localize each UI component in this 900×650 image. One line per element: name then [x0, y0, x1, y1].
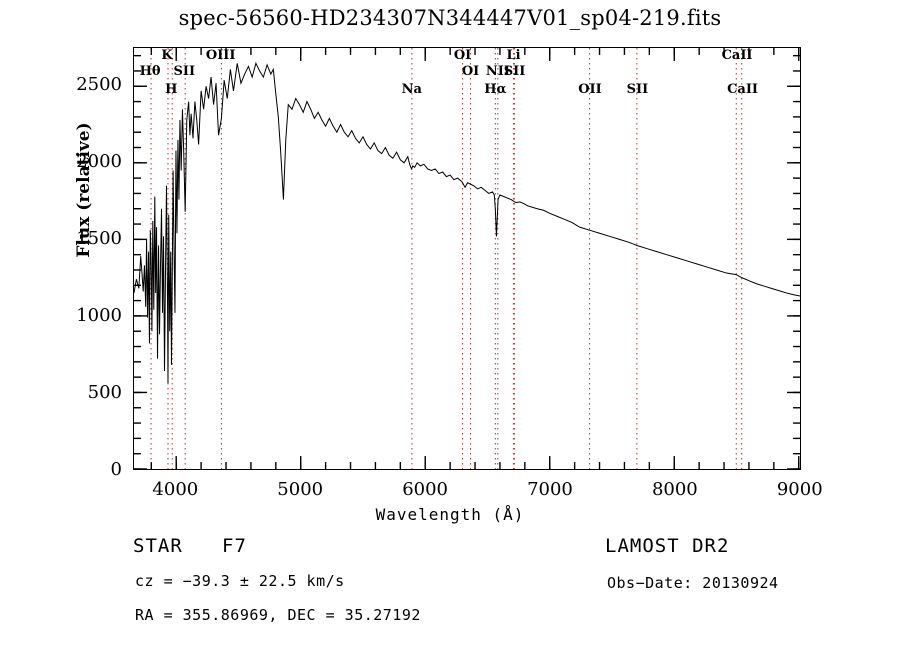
page-title: spec-56560-HD234307N344447V01_sp04-219.f…	[178, 6, 722, 30]
coordinates-label: RA = 355.86969, DEC = 35.27192	[135, 606, 421, 624]
line-label-h: Hα	[484, 82, 507, 97]
line-label-sii: SII	[626, 82, 649, 97]
line-label-oii: OII	[578, 82, 602, 97]
spectral-class-label: F7	[222, 535, 247, 557]
line-label-oi: OI	[461, 64, 480, 79]
line-label-h: H	[165, 82, 178, 97]
y-tick-label: 1500	[76, 228, 122, 250]
x-tick-label: 4000	[152, 479, 199, 500]
x-tick-label: 8000	[651, 479, 698, 500]
line-label-h: Hθ	[139, 64, 161, 79]
x-tick-label: 7000	[527, 479, 573, 500]
line-label-oi: OI	[453, 48, 472, 63]
y-axis-title: Flux (relative)	[74, 122, 94, 258]
line-label-li: Li	[506, 48, 521, 63]
line-label-nii: NII	[485, 64, 510, 79]
spectrum-trace	[134, 63, 800, 383]
y-tick-label: 1000	[76, 305, 122, 327]
line-label-k: K	[161, 48, 173, 63]
line-marker-guides	[151, 48, 742, 469]
line-label-oiii: OIII	[205, 48, 236, 63]
line-label-caii: CaII	[727, 82, 759, 97]
x-tick-label: 6000	[402, 479, 448, 500]
survey-label: LAMOST DR2	[605, 535, 730, 557]
line-label-caii: CaII	[721, 48, 753, 63]
line-label-na: Na	[401, 82, 422, 97]
x-tick-label: 9000	[776, 479, 823, 500]
x-tick-label: 5000	[277, 479, 324, 500]
spectrum-svg	[134, 48, 800, 469]
object-type-label: STAR	[133, 535, 183, 557]
axis-ticks	[134, 48, 800, 469]
spectrum-plot-area	[133, 47, 801, 470]
y-tick-label: 2000	[76, 151, 122, 173]
x-axis-title: Wavelength (Å)	[375, 505, 525, 524]
line-label-sii: SII	[503, 64, 526, 79]
redshift-velocity-label: cz = −39.3 ± 22.5 km/s	[135, 572, 345, 590]
obs-date-label: Obs−Date: 20130924	[607, 574, 779, 592]
y-tick-label: 500	[87, 382, 122, 404]
line-label-sii: SII	[173, 64, 196, 79]
y-tick-label: 0	[110, 459, 122, 480]
y-tick-label: 2500	[76, 74, 122, 96]
